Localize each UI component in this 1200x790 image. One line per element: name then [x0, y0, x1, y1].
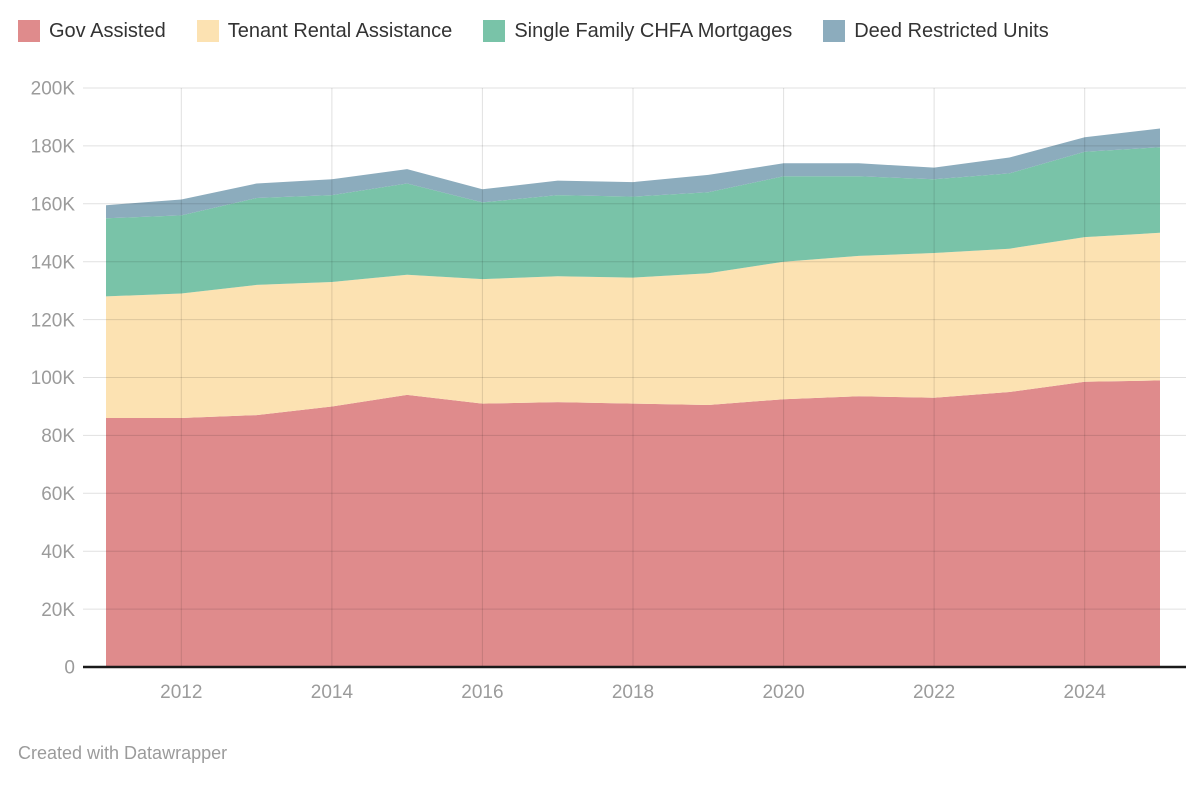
y-axis-tick-label: 180K — [31, 137, 76, 158]
x-axis-tick-label: 2014 — [311, 682, 354, 703]
area-tenant-rental-assistance — [106, 232, 1160, 418]
x-axis-tick-label: 2022 — [913, 682, 955, 703]
x-axis-tick-label: 2024 — [1064, 682, 1107, 703]
legend-swatch-single-family-chfa-mortgages — [483, 20, 506, 42]
legend-item-tenant-rental-assistance: Tenant Rental Assistance — [196, 20, 453, 42]
x-axis-tick-label: 2016 — [461, 682, 503, 703]
y-axis-tick-label: 80K — [41, 426, 75, 447]
legend-item-gov-assisted: Gov Assisted — [18, 20, 166, 42]
legend-label: Deed Restricted Units — [854, 20, 1049, 42]
areas-group — [106, 128, 1160, 667]
gridlines-group — [83, 87, 1186, 667]
legend-label: Single Family CHFA Mortgages — [514, 20, 793, 42]
legend-label: Gov Assisted — [49, 20, 166, 42]
y-axis-tick-label: 200K — [31, 79, 76, 100]
y-axis-tick-label: 60K — [41, 484, 75, 505]
y-axis-tick-label: 0 — [64, 658, 75, 679]
y-axis-labels: 0 20K 40K 60K 80K 100K 120K 140K 160K 180K 200K — [31, 79, 76, 679]
area-deed-restricted-units — [106, 128, 1160, 219]
legend-item-single-family-chfa-mortgages: Single Family CHFA Mortgages — [483, 20, 792, 42]
legend-item-deed-restricted-units: Deed Restricted Units — [823, 20, 1049, 42]
area-gov-assisted — [106, 380, 1160, 667]
x-axis-labels: 2012 2014 2016 2018 2020 2022 2024 — [160, 682, 1106, 703]
chart-legend: Gov Assisted Tenant Rental Assistance Si… — [18, 20, 1049, 42]
x-axis-tick-label: 2018 — [612, 682, 654, 703]
x-axis-tick-label: 2012 — [160, 682, 202, 703]
attribution-text: Created with Datawrapper — [18, 743, 228, 763]
x-axis-tick-label: 2020 — [762, 682, 804, 703]
y-axis-tick-label: 100K — [31, 368, 76, 389]
y-axis-tick-label: 20K — [41, 600, 75, 621]
y-axis-tick-label: 40K — [41, 542, 75, 563]
legend-label: Tenant Rental Assistance — [227, 20, 453, 42]
legend-swatch-tenant-rental-assistance — [196, 20, 219, 42]
legend-swatch-gov-assisted — [18, 20, 40, 42]
area-single-family-chfa-mortgages — [106, 147, 1160, 297]
y-axis-tick-label: 160K — [31, 194, 76, 215]
y-axis-tick-label: 140K — [31, 252, 76, 273]
y-axis-tick-label: 120K — [31, 310, 76, 331]
legend-swatch-deed-restricted-units — [823, 20, 846, 42]
